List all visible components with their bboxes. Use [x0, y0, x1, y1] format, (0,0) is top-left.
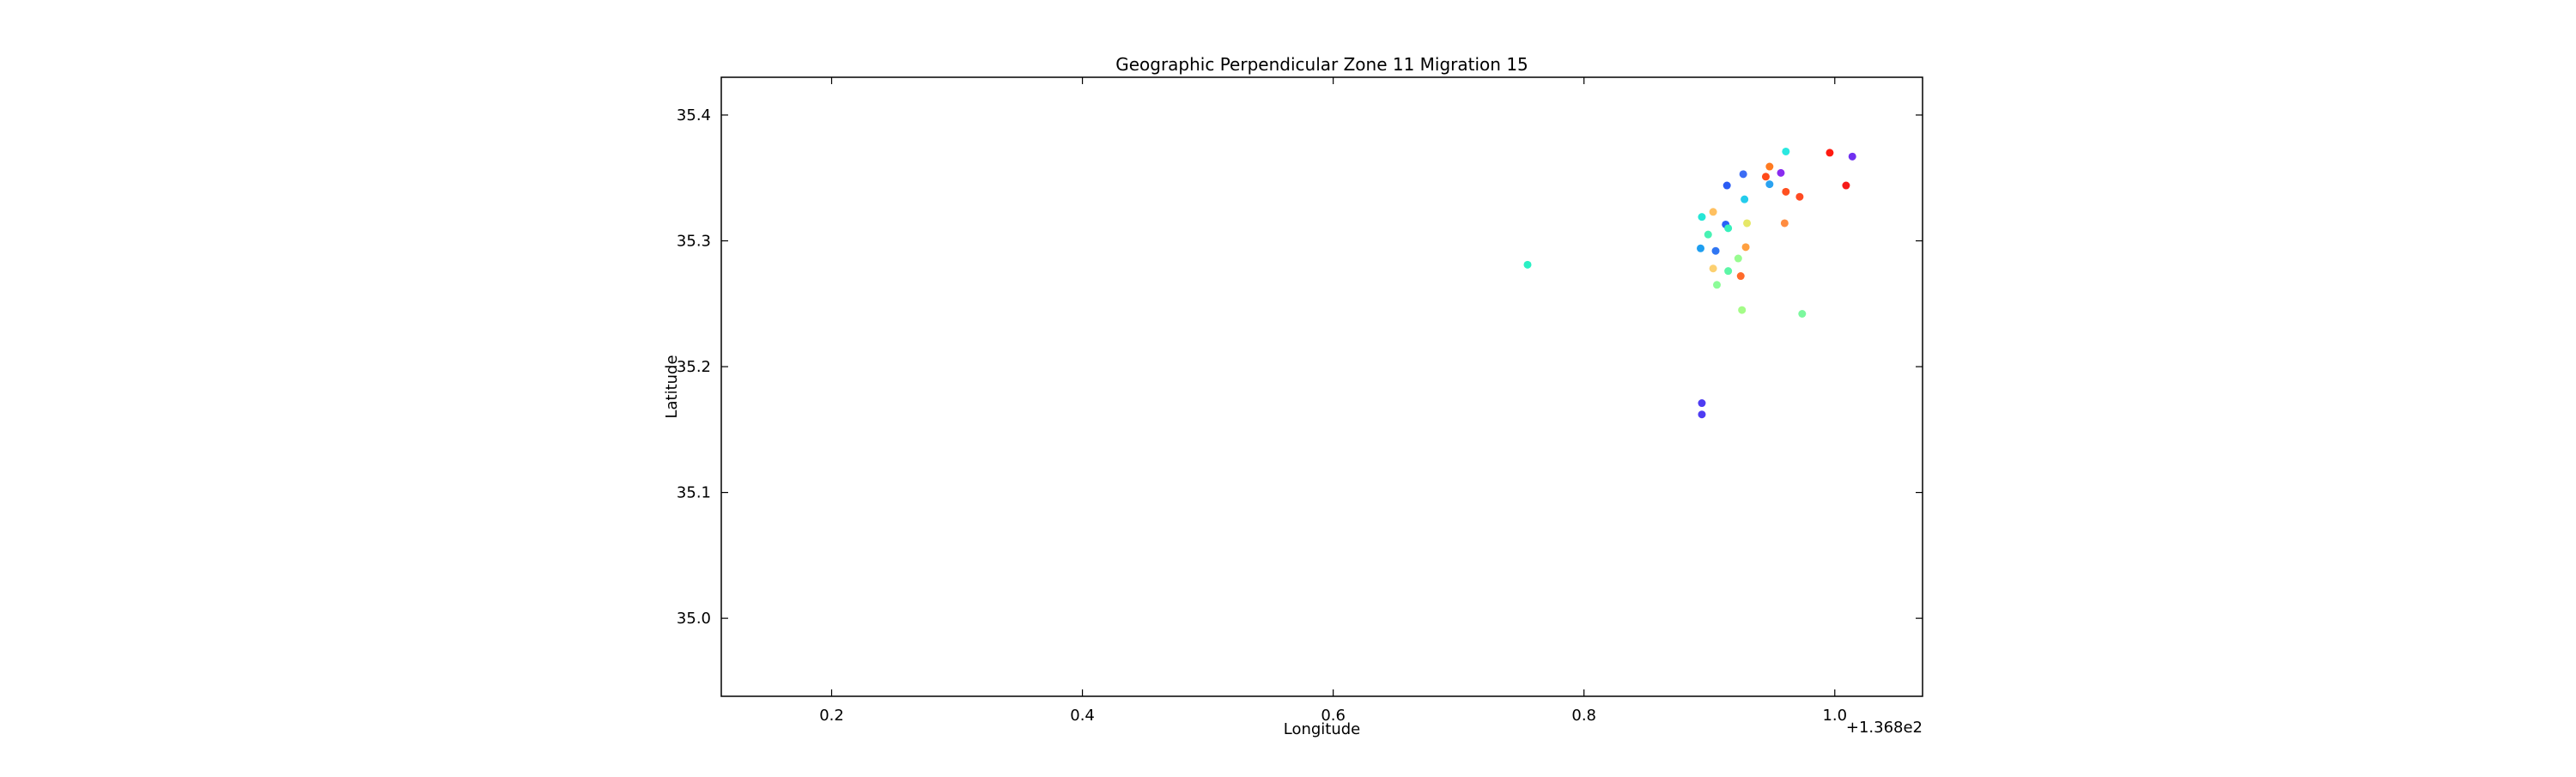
data-point-4 [1697, 244, 1705, 252]
data-point-12 [1722, 181, 1731, 190]
x-tick-label: 1.0 [1822, 707, 1847, 725]
y-tick-label: 35.1 [677, 484, 711, 502]
data-point-24 [1777, 168, 1785, 177]
x-tick-label: 0.4 [1070, 707, 1095, 725]
data-point-6 [1709, 208, 1717, 216]
chart-title: Geographic Perpendicular Zone 11 Migrati… [1115, 54, 1528, 75]
y-tick-label: 35.2 [677, 358, 711, 376]
data-point-21 [1761, 173, 1770, 181]
data-point-14 [1734, 254, 1742, 263]
data-point-7 [1711, 246, 1720, 255]
data-point-26 [1782, 147, 1790, 155]
data-points-group [1523, 147, 1856, 419]
data-point-16 [1738, 306, 1747, 314]
x-tick-label: 0.6 [1321, 707, 1346, 725]
x-tick-label: 0.8 [1571, 707, 1596, 725]
data-point-27 [1782, 187, 1790, 196]
data-point-1 [1698, 399, 1706, 408]
data-point-20 [1743, 219, 1752, 228]
data-point-9 [1713, 281, 1722, 289]
data-point-22 [1765, 162, 1774, 171]
data-point-5 [1704, 230, 1712, 239]
y-tick-label: 35.4 [677, 106, 711, 124]
y-tick-label: 35.0 [677, 610, 711, 628]
y-axis-label: Latitude [663, 355, 681, 418]
x-axis-offset-label: +1.368e2 [1846, 719, 1923, 737]
data-point-11 [1724, 224, 1733, 233]
data-point-3 [1698, 213, 1706, 222]
data-point-23 [1765, 180, 1774, 189]
data-point-30 [1826, 149, 1834, 157]
data-point-13 [1724, 267, 1733, 276]
data-point-17 [1739, 170, 1747, 179]
x-axis-ticks: 0.2 0.4 0.6 0.8 1.0 [819, 77, 1847, 725]
data-point-32 [1848, 152, 1856, 161]
data-point-29 [1798, 310, 1807, 319]
data-point-2 [1698, 410, 1706, 419]
plot-area-frame [720, 76, 1923, 697]
data-point-28 [1795, 192, 1804, 201]
data-point-25 [1780, 219, 1789, 228]
data-point-19 [1741, 243, 1750, 252]
y-axis-ticks: 35.0 35.1 35.2 35.3 35.4 [677, 106, 1923, 628]
data-point-15 [1736, 272, 1745, 281]
data-point-0 [1523, 260, 1532, 269]
x-tick-label: 0.2 [819, 707, 844, 725]
y-tick-label: 35.3 [677, 233, 711, 251]
x-axis-label: Longitude [1284, 720, 1361, 738]
data-point-31 [1842, 181, 1850, 190]
data-point-8 [1709, 264, 1717, 273]
data-point-18 [1741, 195, 1749, 203]
